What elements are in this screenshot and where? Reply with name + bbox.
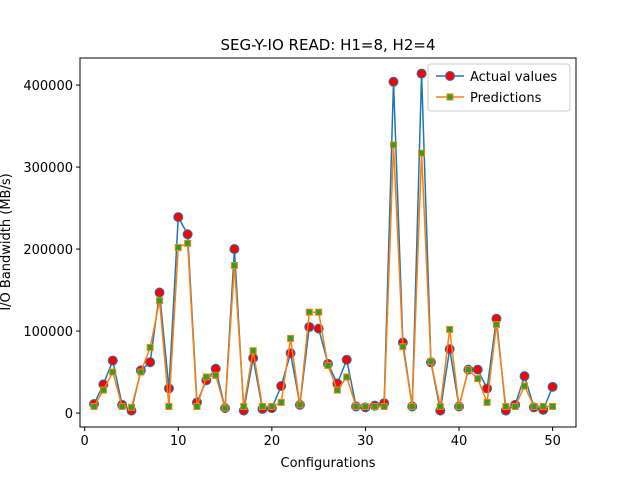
data-point	[472, 364, 483, 375]
data-point	[304, 321, 315, 332]
data-point	[530, 403, 538, 410]
data-point	[483, 398, 491, 406]
y-tick-label: 300000	[23, 161, 73, 176]
data-point	[90, 403, 98, 410]
legend-label: Actual values	[470, 70, 557, 85]
data-point	[464, 366, 472, 374]
data-point	[388, 76, 399, 87]
legend-entry: Actual values	[436, 70, 557, 85]
x-axis: 0 10 20 30 40 50	[81, 427, 561, 449]
data-point	[229, 244, 240, 255]
data-point	[474, 375, 482, 383]
y-tick-label: 0	[65, 407, 73, 422]
data-point	[145, 357, 156, 368]
data-point	[118, 403, 126, 410]
data-point	[240, 403, 248, 410]
legend: Actual values Predictions	[427, 63, 571, 112]
data-point	[184, 239, 192, 247]
data-point	[212, 371, 220, 379]
data-point	[137, 368, 145, 376]
x-tick-label: 0	[81, 434, 89, 449]
data-point	[230, 261, 238, 269]
y-tick-label: 100000	[23, 325, 73, 340]
data-point	[324, 362, 332, 369]
data-point	[539, 403, 547, 410]
data-point	[418, 149, 426, 157]
data-point	[127, 403, 135, 411]
data-point	[352, 403, 360, 410]
data-point	[99, 386, 107, 394]
y-axis-label: I/O Bandwidth (MB/s)	[0, 173, 14, 310]
data-point	[427, 357, 435, 365]
data-point	[446, 325, 454, 333]
data-point	[333, 386, 341, 394]
data-point	[165, 403, 173, 410]
data-point	[268, 403, 276, 410]
legend-label: Predictions	[470, 91, 542, 106]
data-point	[343, 373, 351, 381]
data-point	[156, 297, 164, 305]
data-point	[277, 398, 285, 406]
data-point	[287, 334, 295, 342]
data-point	[193, 403, 201, 410]
data-point	[455, 403, 463, 410]
chart-title: SEG-Y-IO READ: H1=8, H2=4	[221, 36, 436, 54]
data-point	[109, 368, 117, 376]
data-point	[482, 383, 493, 394]
data-point	[305, 308, 313, 316]
data-point	[511, 403, 519, 410]
data-point	[154, 287, 165, 298]
y-tick-label: 200000	[23, 243, 73, 258]
data-point	[399, 343, 407, 351]
data-point	[549, 403, 557, 410]
data-point	[390, 141, 398, 149]
series-predictions	[90, 141, 557, 412]
data-point	[202, 373, 210, 381]
plot-area	[89, 68, 558, 416]
legend-marker	[445, 71, 455, 81]
data-point	[258, 403, 266, 410]
x-tick-label: 10	[170, 434, 187, 449]
x-tick-label: 30	[357, 434, 374, 449]
data-point	[408, 403, 416, 410]
data-point	[107, 355, 118, 366]
data-point	[315, 308, 323, 316]
data-point	[341, 354, 352, 365]
data-point	[173, 212, 184, 223]
data-point	[492, 321, 500, 328]
data-point	[249, 347, 257, 355]
data-point	[502, 403, 510, 410]
legend-marker	[446, 93, 454, 101]
data-point	[296, 401, 304, 409]
x-tick-label: 50	[544, 434, 561, 449]
data-point	[519, 371, 530, 382]
y-tick-label: 400000	[23, 79, 73, 94]
x-axis-label: Configurations	[281, 456, 376, 471]
legend-entry: Predictions	[436, 91, 542, 106]
data-point	[146, 343, 154, 351]
data-point	[163, 383, 174, 394]
data-point	[436, 403, 444, 410]
data-point	[547, 381, 558, 392]
data-point	[371, 403, 379, 410]
data-point	[221, 404, 229, 412]
data-point	[521, 382, 529, 390]
data-point	[361, 403, 369, 410]
plot-frame	[79, 57, 577, 428]
data-point	[416, 68, 427, 79]
data-point	[182, 229, 193, 240]
x-tick-label: 20	[264, 434, 281, 449]
y-axis: 0 100000 200000 300000 400000	[23, 79, 80, 422]
data-point	[380, 403, 388, 410]
x-tick-label: 40	[451, 434, 468, 449]
data-point	[174, 243, 182, 251]
